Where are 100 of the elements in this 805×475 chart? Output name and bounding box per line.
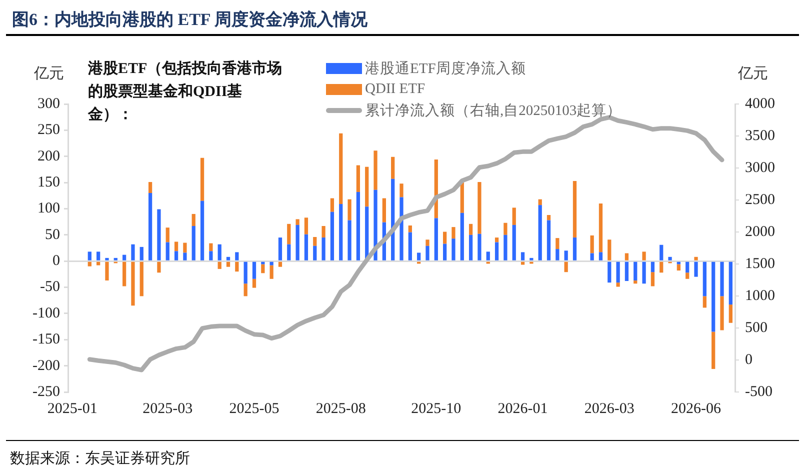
bar	[122, 254, 126, 260]
bar	[564, 250, 568, 260]
bar	[426, 246, 430, 260]
bar	[131, 244, 135, 260]
bar	[304, 234, 308, 260]
bar	[676, 264, 681, 271]
bar	[460, 212, 464, 260]
bar	[660, 262, 664, 273]
bar	[720, 296, 724, 330]
bar	[634, 262, 638, 280]
bar	[442, 232, 447, 244]
x-tick-label: 2025-08	[316, 400, 366, 417]
bar	[166, 228, 170, 242]
bar	[434, 218, 438, 260]
bar	[322, 238, 326, 260]
legend-label: 累计净流入额（右轴,自20250103起算）	[365, 102, 622, 120]
bar	[712, 262, 716, 332]
bar	[408, 232, 412, 260]
bar	[96, 252, 100, 260]
bar	[140, 246, 144, 260]
y-tick-label: -150	[32, 332, 60, 348]
bar	[287, 224, 291, 244]
x-tick-label: 2026-01	[498, 400, 548, 417]
bar	[442, 244, 447, 260]
bar	[96, 262, 100, 266]
bar	[624, 262, 629, 281]
bar	[417, 252, 421, 260]
bar	[694, 262, 698, 277]
bar	[720, 262, 724, 296]
bar	[192, 214, 196, 226]
bar	[504, 234, 508, 260]
y-tick-label: -250	[32, 384, 60, 400]
bar	[244, 284, 248, 296]
bar	[728, 304, 732, 323]
bar	[712, 332, 716, 369]
y2-tick-label: 3500	[745, 128, 775, 144]
bar	[512, 224, 516, 260]
bar	[538, 199, 542, 206]
bar	[546, 215, 551, 220]
bar	[200, 200, 204, 260]
bar	[348, 220, 352, 260]
bar	[608, 240, 612, 260]
bar	[650, 262, 655, 272]
source-note: 数据来源：东吴证券研究所	[10, 450, 190, 468]
y2-tick-label: 3000	[745, 160, 775, 176]
y2-tick-label: 2000	[745, 224, 775, 240]
y-tick-label: 0	[52, 253, 60, 270]
bar	[590, 253, 594, 260]
y-tick-label: 150	[38, 174, 60, 190]
bar	[148, 182, 152, 194]
bar	[339, 204, 343, 260]
bar	[296, 219, 300, 225]
bar	[348, 199, 352, 220]
bar	[122, 262, 126, 286]
bar	[330, 198, 334, 212]
bar	[598, 252, 603, 260]
bar	[148, 193, 152, 260]
y2-tick-label: 0	[745, 352, 752, 368]
y-tick-label: 300	[38, 96, 60, 112]
bar	[598, 203, 603, 252]
annotation: 港股ETF（包括投向香港市场的股票型基金和QDII基金）：	[88, 59, 283, 125]
bar	[183, 252, 187, 260]
bar	[520, 252, 525, 260]
bar	[556, 249, 560, 260]
bar	[270, 265, 274, 279]
bar	[642, 252, 646, 260]
bar	[356, 165, 360, 192]
bar	[468, 234, 473, 260]
bar	[686, 262, 690, 273]
bar	[374, 150, 378, 190]
y-tick-label: 100	[38, 200, 60, 217]
legend-label: 港股通ETF周度净流入额	[365, 60, 526, 78]
bar	[590, 235, 594, 254]
bar	[468, 224, 473, 235]
bar	[478, 182, 482, 234]
y2-axis-title: 亿元	[738, 65, 768, 83]
bar	[478, 234, 482, 260]
bar	[400, 197, 404, 260]
bar	[382, 198, 386, 222]
bar	[702, 262, 706, 296]
bar	[261, 264, 265, 274]
bar	[278, 262, 282, 267]
bar	[408, 225, 412, 232]
bar	[624, 253, 629, 260]
bar	[538, 205, 542, 260]
y-tick-label: 200	[38, 148, 60, 164]
bar	[209, 243, 213, 252]
bar	[252, 262, 256, 279]
y2-tick-label: -500	[745, 384, 772, 400]
bar	[88, 252, 92, 260]
bar	[650, 272, 655, 286]
x-tick-label: 2025-05	[229, 400, 280, 417]
bar	[313, 246, 317, 260]
bar	[226, 262, 230, 267]
bar	[105, 258, 109, 260]
bar	[174, 242, 178, 252]
bar	[183, 242, 187, 253]
bar	[426, 240, 430, 246]
bar	[572, 180, 577, 238]
bar	[694, 256, 698, 260]
